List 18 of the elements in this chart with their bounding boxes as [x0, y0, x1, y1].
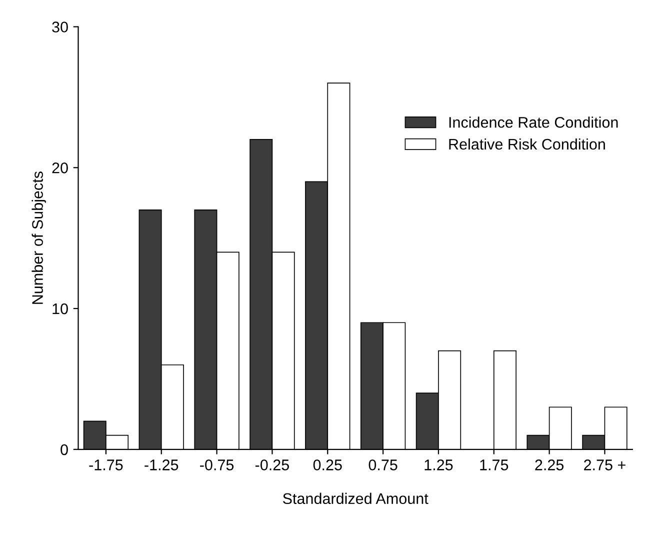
- x-tick-label: 0.25: [313, 460, 342, 470]
- y-tick-label: 10: [52, 303, 68, 314]
- y-tick-label: 30: [52, 22, 68, 32]
- y-tick-label: 20: [52, 162, 68, 174]
- x-tick-label: 0.75: [368, 460, 398, 470]
- legend-label: Incidence Rate Condition: [449, 116, 618, 128]
- y-axis-title: Number of Subjects: [32, 172, 46, 304]
- x-tick-label: 2.75 +: [584, 460, 626, 470]
- x-tick-label: -1.25: [144, 460, 178, 470]
- y-tick-label: 0: [60, 444, 68, 456]
- legend-label: Relative Risk Condition: [449, 138, 605, 150]
- x-tick-label: -1.75: [89, 460, 123, 470]
- x-axis-title: Standardized Amount: [282, 492, 428, 504]
- x-tick-label: 2.25: [535, 460, 564, 470]
- x-tick-label: -0.75: [200, 460, 234, 470]
- x-tick-label: -0.25: [255, 460, 289, 470]
- x-tick-label: 1.75: [480, 460, 508, 470]
- x-tick-label: 1.25: [424, 460, 453, 470]
